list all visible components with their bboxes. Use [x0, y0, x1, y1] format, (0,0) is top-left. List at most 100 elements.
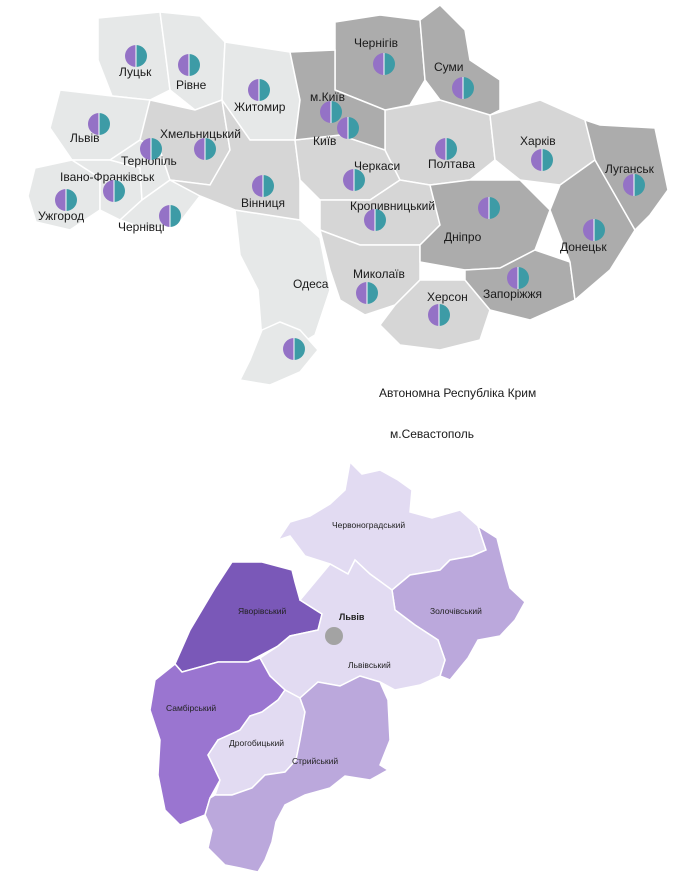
pie-marker-uzhhorod[interactable]	[55, 189, 77, 211]
region-label-lviv: Львів	[70, 131, 100, 145]
region-sumy[interactable]	[419, 4, 501, 116]
pie-slice-right	[66, 189, 77, 211]
pie-marker-donetsk[interactable]	[583, 219, 605, 241]
pie-marker-mykolaiv[interactable]	[356, 282, 378, 304]
district-label-drohobych: Дрогобицький	[229, 738, 284, 748]
pie-slice-left	[178, 54, 189, 76]
region-label-luhansk: Луганськ	[605, 162, 655, 176]
pie-marker-crimea[interactable]	[283, 338, 305, 360]
region-kyiv[interactable]	[289, 49, 386, 152]
region-label-sumy: Суми	[434, 60, 463, 74]
pie-slice-left	[343, 169, 354, 191]
pie-marker-ivano-frankivsk[interactable]	[103, 180, 125, 202]
pie-marker-kharkiv[interactable]	[531, 149, 553, 171]
pie-slice-left	[452, 77, 463, 99]
pie-slice-right	[259, 79, 270, 101]
region-label-sevastopol: м.Севастополь	[390, 427, 474, 441]
district-lvivskyi[interactable]	[259, 558, 446, 699]
pie-slice-right	[542, 149, 553, 171]
district-label-zolochiv: Золочівський	[430, 606, 482, 616]
pie-slice-left	[373, 53, 384, 75]
pie-slice-left	[194, 138, 205, 160]
pie-marker-zhytomyr[interactable]	[248, 79, 270, 101]
pie-slice-right	[294, 338, 305, 360]
pie-slice-left	[103, 180, 114, 202]
region-pie-markers	[55, 45, 645, 360]
pie-slice-left	[283, 338, 294, 360]
region-label-zhytomyr: Житомир	[234, 100, 286, 114]
region-label-poltava: Полтава	[428, 157, 475, 171]
pie-slice-right	[151, 138, 162, 160]
pie-slice-right	[489, 197, 500, 219]
district-label-lvivskyi: Львівський	[348, 660, 391, 670]
pie-marker-zaporizhzhia[interactable]	[507, 267, 529, 289]
pie-marker-kropyvnytskyi[interactable]	[364, 209, 386, 231]
pie-slice-right	[594, 219, 605, 241]
pie-slice-left	[248, 79, 259, 101]
region-label-mykolaiv: Миколаїв	[353, 267, 405, 281]
region-label-dnipro: Дніпро	[444, 230, 482, 244]
pie-slice-left	[159, 205, 170, 227]
pie-slice-left	[140, 138, 151, 160]
pie-slice-right	[375, 209, 386, 231]
pie-marker-lutsk[interactable]	[125, 45, 147, 67]
pie-marker-poltava[interactable]	[435, 138, 457, 160]
district-label-lviv-city: Львів	[339, 612, 365, 622]
region-label-zaporizhzhia: Запоріжжя	[483, 287, 542, 301]
region-label-khmelnytskyi: Хмельницький	[160, 127, 241, 141]
pie-slice-left	[428, 304, 439, 326]
region-label-ivano-frankivsk: Івано-Франківськ	[60, 170, 155, 184]
pie-marker-chernihiv[interactable]	[373, 53, 395, 75]
pie-slice-right	[367, 282, 378, 304]
pie-slice-left	[125, 45, 136, 67]
pie-slice-right	[189, 54, 200, 76]
district-label-chervonohrad: Червоноградський	[332, 520, 405, 530]
pie-slice-right	[348, 117, 359, 139]
pie-marker-vinnytsia[interactable]	[252, 175, 274, 197]
region-crimea[interactable]	[238, 321, 319, 386]
pie-slice-right	[354, 169, 365, 191]
region-label-donetsk: Донецьк	[560, 240, 607, 254]
region-label-chernihiv: Чернігів	[354, 36, 398, 50]
pie-slice-left	[252, 175, 263, 197]
region-label-kyiv: Київ	[313, 134, 336, 148]
pie-slice-left	[583, 219, 594, 241]
pie-marker-khmelnytskyi[interactable]	[194, 138, 216, 160]
pie-marker-kyiv[interactable]	[337, 117, 359, 139]
pie-marker-rivne[interactable]	[178, 54, 200, 76]
pie-slice-right	[114, 180, 125, 202]
pie-slice-left	[507, 267, 518, 289]
region-label-odesa: Одеса	[293, 277, 329, 291]
pie-slice-left	[478, 197, 489, 219]
pie-marker-dnipro[interactable]	[478, 197, 500, 219]
pie-marker-lviv[interactable]	[88, 113, 110, 135]
district-stryi[interactable]	[204, 675, 391, 873]
pie-slice-left	[55, 189, 66, 211]
pie-marker-kherson[interactable]	[428, 304, 450, 326]
region-label-crimea: Автономна Республіка Крим	[379, 386, 536, 400]
district-label-sambir: Самбірський	[166, 703, 216, 713]
region-label-chernivtsi: Чернівці	[118, 220, 165, 234]
pie-marker-sumy[interactable]	[452, 77, 474, 99]
pie-slice-right	[518, 267, 529, 289]
pie-slice-right	[331, 101, 342, 123]
pie-marker-chernivtsi[interactable]	[159, 205, 181, 227]
pie-marker-ternopil[interactable]	[140, 138, 162, 160]
lviv-oblast-districts-map: Червоноградський Яворівський Львів Золоч…	[149, 460, 526, 873]
pie-marker-kyiv-city[interactable]	[320, 101, 342, 123]
region-luhansk[interactable]	[583, 118, 669, 232]
region-label-rivne: Рівне	[176, 78, 207, 92]
pie-slice-left	[364, 209, 375, 231]
pie-slice-left	[435, 138, 446, 160]
pie-slice-right	[634, 174, 645, 196]
pie-slice-left	[531, 149, 542, 171]
pie-slice-right	[463, 77, 474, 99]
lviv-city-dot[interactable]	[325, 627, 343, 645]
pie-marker-luhansk[interactable]	[623, 174, 645, 196]
district-label-yavoriv: Яворівський	[238, 606, 286, 616]
pie-marker-cherkasy[interactable]	[343, 169, 365, 191]
pie-slice-left	[356, 282, 367, 304]
pie-slice-left	[320, 101, 331, 123]
pie-slice-right	[439, 304, 450, 326]
pie-slice-right	[446, 138, 457, 160]
